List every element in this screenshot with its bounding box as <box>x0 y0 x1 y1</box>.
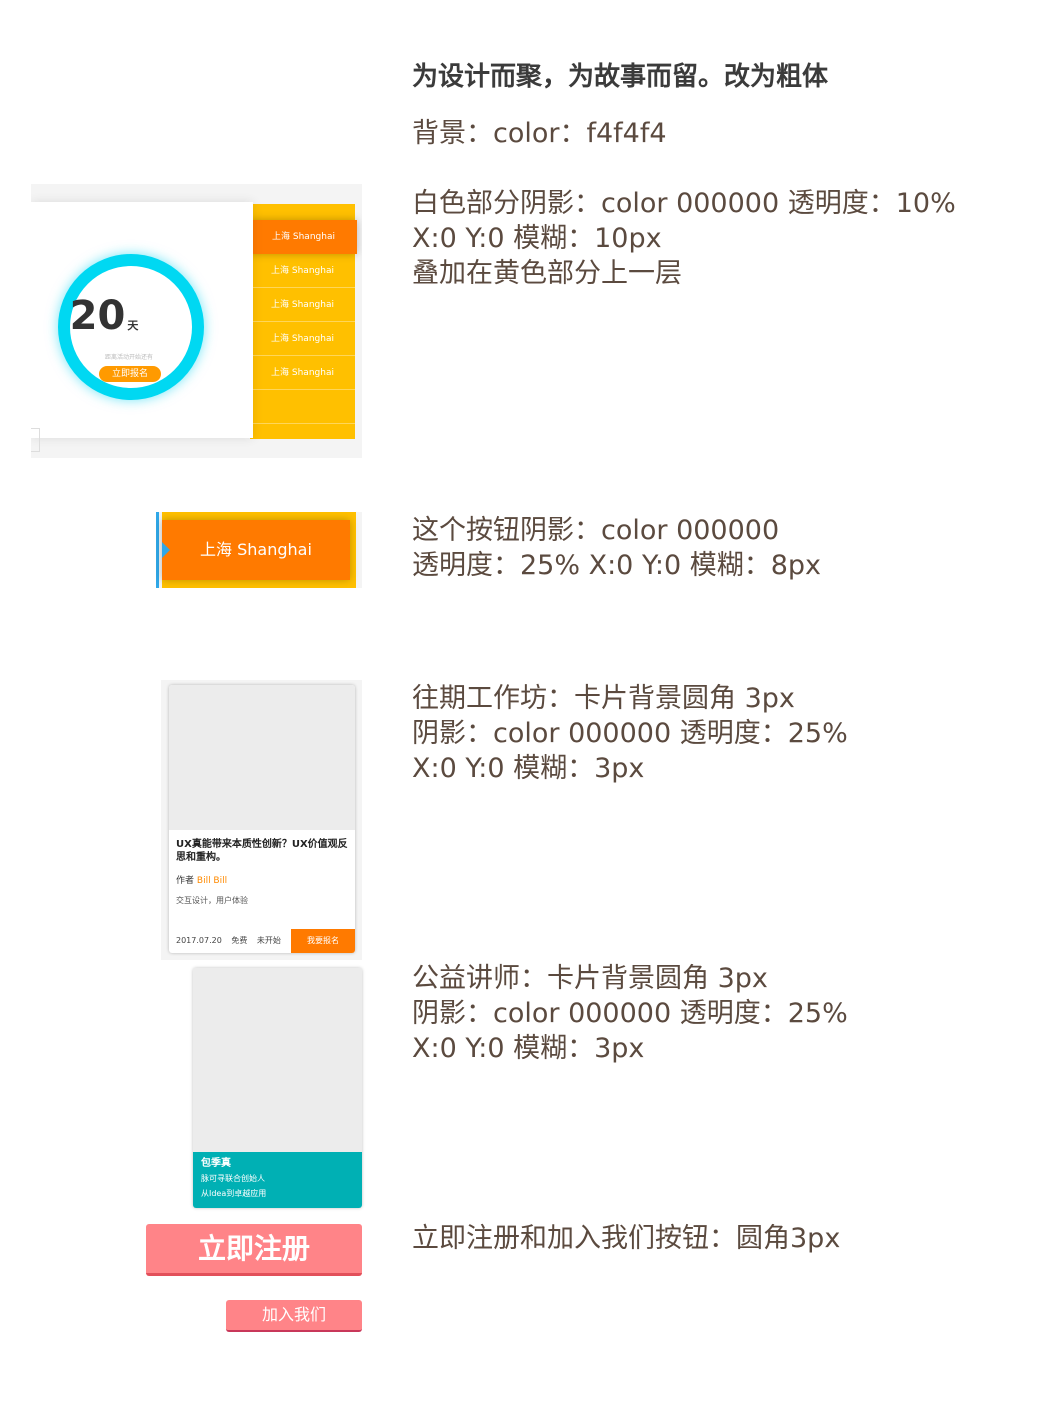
note-line: 透明度：25% X:0 Y:0 模糊：8px <box>412 550 822 581</box>
note-line: 白色部分阴影：color 000000 透明度：10% <box>412 188 956 219</box>
city-item-empty <box>250 390 355 424</box>
author-name[interactable]: Bill Bill <box>196 876 228 886</box>
note-line: 阴影：color 000000 透明度：25% <box>412 998 848 1029</box>
workshop-note: 往期工作坊：卡片背景圆角 3px 阴影：color 000000 透明度：25%… <box>412 681 848 786</box>
lecturer-tagline: 从Idea到卓越应用 <box>201 1189 267 1198</box>
card-tags: 交互设计，用户体验 <box>176 896 248 905</box>
city-item[interactable]: 上海 Shanghai <box>250 322 355 356</box>
note-line: X:0 Y:0 模糊：3px <box>412 1033 645 1064</box>
card-fee: 免费 <box>231 936 248 945</box>
lecturer-card[interactable]: 包季真 脉可寻联合创始人 从Idea到卓越应用 <box>193 968 362 1208</box>
countdown-days: 20 天 <box>31 296 177 336</box>
city-button[interactable]: 上海 Shanghai <box>162 520 350 580</box>
workshop-card[interactable]: UX真能带来本质性创新？UX价值观反思和重构。 作者 Bill Bill 交互设… <box>169 685 355 953</box>
workshop-card-sample: UX真能带来本质性创新？UX价值观反思和重构。 作者 Bill Bill 交互设… <box>161 680 362 960</box>
lecturer-info: 包季真 脉可寻联合创始人 从Idea到卓越应用 <box>193 1152 362 1208</box>
note-line: X:0 Y:0 模糊：10px <box>412 223 662 254</box>
lecturer-photo-placeholder <box>193 968 362 1152</box>
buttons-note: 立即注册和加入我们按钮：圆角3px <box>412 1223 841 1254</box>
note-line: X:0 Y:0 模糊：3px <box>412 753 645 784</box>
city-item[interactable]: 上海 Shanghai <box>250 288 355 322</box>
card-title: UX真能带来本质性创新？UX价值观反思和重构。 <box>176 839 348 863</box>
join-us-button[interactable]: 加入我们 <box>226 1300 362 1332</box>
card-meta: 2017.07.20 免费 未开始 <box>176 929 288 953</box>
countdown-panel-sample: 上海 Shanghai 上海 Shanghai 上海 Shanghai 上海 S… <box>31 184 362 458</box>
countdown-subtitle: 距离活动开始还有 <box>104 354 153 361</box>
card-date: 2017.07.20 <box>176 936 222 945</box>
days-unit: 天 <box>127 319 139 332</box>
note-line: 公益讲师：卡片背景圆角 3px <box>412 963 768 994</box>
shadow-button-sample: 上海 Shanghai <box>156 512 362 588</box>
prev-arrow-icon[interactable] <box>31 428 40 452</box>
note-line: 阴影：color 000000 透明度：25% <box>412 718 848 749</box>
register-now-button[interactable]: 立即报名 <box>99 366 161 382</box>
city-item[interactable]: 上海 Shanghai <box>250 254 355 288</box>
register-button[interactable]: 立即注册 <box>146 1224 362 1276</box>
note-line: 叠加在黄色部分上一层 <box>412 258 682 289</box>
page-heading: 为设计而聚，为故事而留。改为粗体 <box>412 62 829 92</box>
card-author: 作者 Bill Bill <box>169 864 355 886</box>
enroll-button[interactable]: 我要报名 <box>291 929 355 953</box>
city-item-active[interactable]: 上海 Shanghai <box>244 220 357 254</box>
note-line: 这个按钮阴影：color 000000 <box>412 515 780 546</box>
city-item[interactable]: 上海 Shanghai <box>250 356 355 390</box>
lecturer-note: 公益讲师：卡片背景圆角 3px 阴影：color 000000 透明度：25% … <box>412 961 848 1066</box>
lecturer-title: 脉可寻联合创始人 <box>201 1174 265 1183</box>
accent-line <box>156 512 159 588</box>
card-status: 未开始 <box>256 936 281 945</box>
note-line: 往期工作坊：卡片背景圆角 3px <box>412 683 795 714</box>
white-shadow-note: 白色部分阴影：color 000000 透明度：10% X:0 Y:0 模糊：1… <box>412 186 956 291</box>
lecturer-name: 包季真 <box>201 1158 231 1169</box>
background-note: 背景：color：f4f4f4 <box>412 118 667 149</box>
days-number: 20 <box>69 293 126 339</box>
card-image-placeholder <box>169 685 355 830</box>
author-label: 作者 <box>176 876 195 886</box>
button-shadow-note: 这个按钮阴影：color 000000 透明度：25% X:0 Y:0 模糊：8… <box>412 513 821 583</box>
card-footer: 2017.07.20 免费 未开始 我要报名 <box>169 929 355 953</box>
